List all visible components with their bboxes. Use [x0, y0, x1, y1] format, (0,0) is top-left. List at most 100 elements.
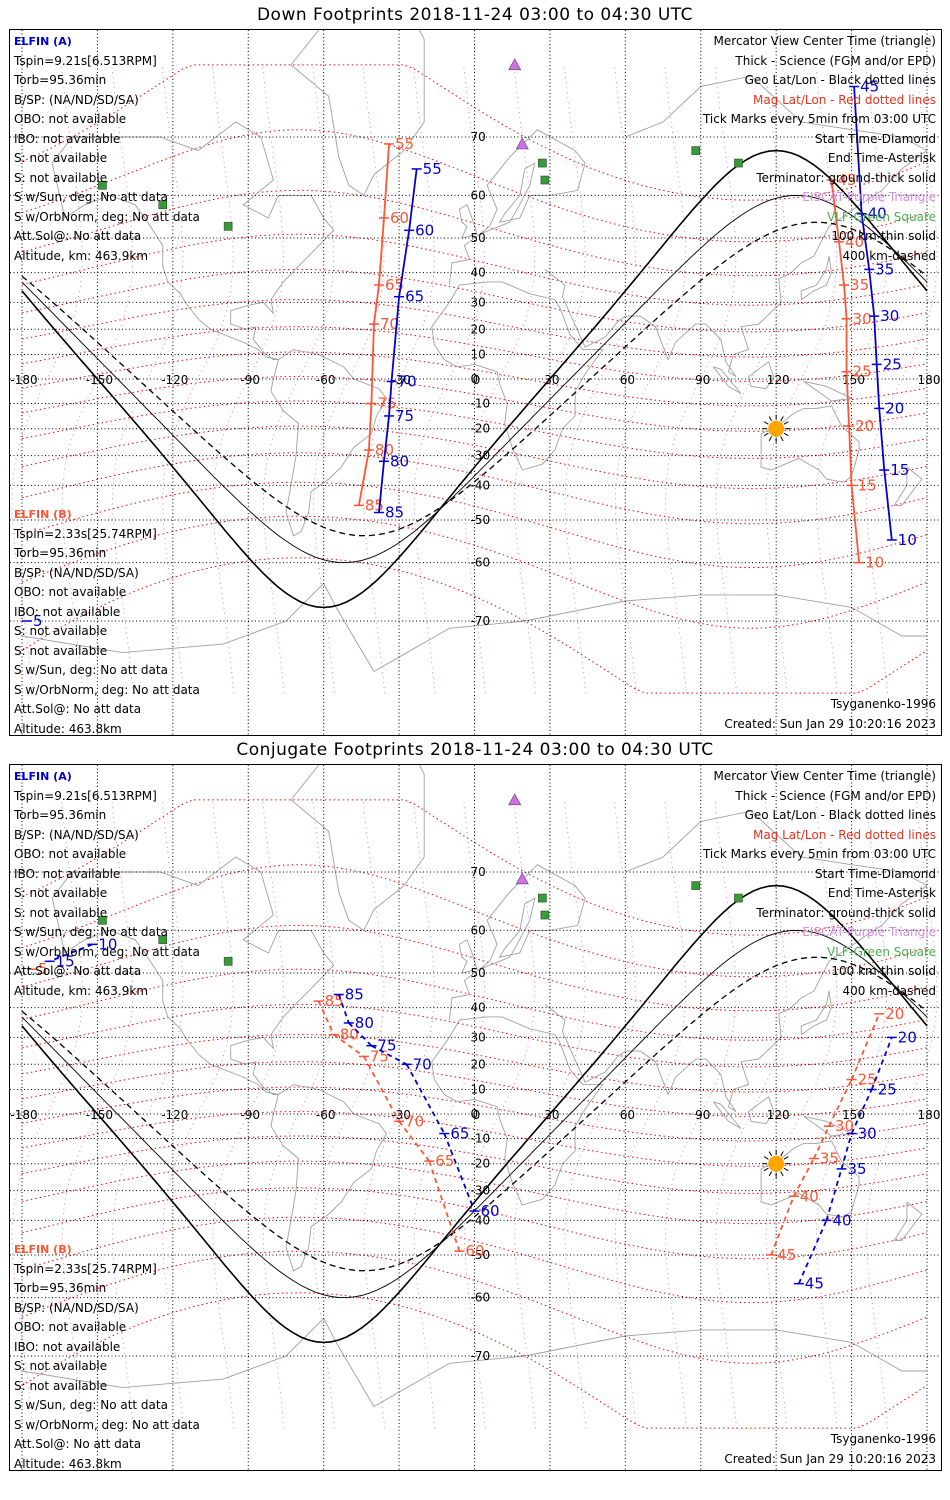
vlf-square [158, 200, 168, 210]
elfin-a-track-segment [860, 213, 871, 270]
map-panel-conjugate[interactable]: -180 -150 -120 -90 -60 -30 0 30 60 90 120 150 180 70 6… [9, 764, 942, 1471]
elfin-a-track-segment [383, 415, 390, 462]
lat-tick-label: 70 [471, 130, 486, 144]
lon-tick-label: 30 [544, 373, 559, 387]
elfin-a-track-segment [868, 269, 876, 317]
elfin-a-track-tick-label: 65 [405, 288, 424, 306]
elfin-b-track-segment [363, 1056, 400, 1122]
map-canvas[interactable]: -180 -150 -120 -90 -60 -30 0 30 60 90 120 150 180706… [10, 765, 942, 1471]
mag-lat-line [21, 481, 928, 569]
sun-ray [783, 421, 789, 425]
lon-tick-label: 90 [695, 373, 710, 387]
elfin-b-track-tick-label: 25 [853, 363, 872, 381]
lat-tick-label: -70 [471, 1349, 491, 1363]
lon-tick-label: -180 [10, 373, 37, 387]
info-line: S w/Sun, deg: No att data [14, 663, 168, 677]
coastline [270, 1084, 388, 1272]
vlf-square [734, 158, 743, 168]
coastline [458, 939, 478, 974]
lat-tick-label: -20 [471, 1157, 491, 1171]
lat-tick-label: 60 [471, 188, 486, 202]
info-line: IBO: not available [14, 1339, 121, 1354]
legend-item: 400 km-dashed [842, 983, 936, 998]
terminator-ground [21, 884, 928, 1344]
legend-item: End Time-Asterisk [827, 886, 936, 900]
lat-tick-label: -50 [471, 1248, 491, 1262]
info-line: Att.Sol@: No att data [14, 702, 142, 716]
mag-lat-line [21, 1216, 928, 1304]
lon-tick-label: 180 [918, 373, 941, 387]
elfin-b-track-tick-label: 45 [837, 171, 856, 189]
elfin-b-track-tick-label: 30 [835, 1117, 854, 1135]
legend-item: Mercator View Center Time (triangle) [713, 34, 936, 48]
elfin-b-track-segment [428, 1160, 461, 1252]
elfin-a-lines: Tspin=9.21s[6.513RPM] Torb=95.36min B/SP: … [14, 787, 200, 1002]
elfin-b-track-segment [850, 485, 861, 563]
vlf-square [691, 146, 701, 155]
coastline [544, 885, 928, 1112]
coastline [431, 281, 604, 471]
vlf-square [540, 910, 550, 920]
lat-tick-label: -20 [471, 422, 491, 436]
sun-ray [768, 1151, 773, 1157]
elfin-a-track-segment [883, 469, 893, 541]
lon-tick-label: 120 [767, 1108, 790, 1122]
model-footer: Tsyganenko-1996 Created: Sun Jan 29 10:2… [724, 695, 936, 734]
map-canvas[interactable]: -180 -150 -120 -90 -60 -30 0 30 60 90 120 150 180706… [10, 30, 942, 736]
lat-tick-label: 20 [471, 322, 486, 336]
legend-item: EISCAT-Purple Triangle [802, 190, 936, 204]
lat-tick-label: 60 [471, 923, 486, 937]
info-line: OBO: not available [14, 585, 127, 599]
lat-tick-label: 10 [471, 1083, 486, 1097]
coastline [270, 349, 388, 537]
lat-tick-label: -30 [471, 449, 491, 463]
elfin-a-header: ELFIN (A) [14, 770, 72, 783]
elfin-a-track-tick-label: 10 [98, 935, 117, 953]
elfin-b-track-tick-label: 70 [405, 1112, 424, 1130]
lon-tick-label: 120 [767, 373, 790, 387]
lat-tick-label: -30 [471, 1184, 491, 1198]
elfin-b-track-tick-label: 40 [845, 233, 864, 251]
elfin-a-track-segment [390, 296, 400, 382]
legend-item: 100 km-thin solid [831, 964, 936, 978]
vlf-square [734, 893, 743, 903]
lon-tick-label: 180 [918, 1108, 941, 1122]
elfin-a-track-tick-label: 20 [898, 1028, 917, 1046]
elfin-b-header: ELFIN (B) [14, 1243, 72, 1256]
info-line: S w/OrbNorm, deg: No att data [14, 209, 200, 224]
elfin-b-track-tick-label: 25 [858, 1071, 877, 1089]
elfin-a-track-tick-label: 35 [875, 260, 894, 278]
mag-lat-line [21, 1187, 928, 1260]
info-line: S: not available [14, 151, 108, 165]
elfin-a-track-tick-label: 25 [883, 355, 902, 373]
coastline [290, 30, 425, 197]
legend-item: VLF-Green Square [827, 209, 936, 224]
elfin-a-track-segment [850, 1089, 873, 1134]
elfin-b-track-tick-label: 55 [395, 135, 414, 153]
elfin-a-track-segment [853, 86, 863, 214]
lat-tick-label: -40 [471, 478, 491, 492]
terminator-100km [21, 194, 928, 564]
lon-tick-label: 60 [620, 373, 635, 387]
elfin-b-track-segment [383, 143, 390, 219]
lat-tick-label: 70 [471, 865, 486, 879]
lat-tick-label: 20 [471, 1057, 486, 1071]
elfin-a-track-segment [873, 316, 878, 365]
elfin-b-track-tick-label: 10 [865, 554, 884, 572]
info-line: Tspin=9.21s[6.513RPM] [14, 53, 157, 68]
elfin-a-track-segment [371, 1044, 408, 1066]
info-line: B/SP: (NA/ND/SD/SA) [14, 827, 139, 842]
eiscat-triangle [515, 137, 529, 150]
coastline [458, 204, 478, 239]
lon-tick-label: -90 [240, 373, 260, 387]
legend: Mercator View Center Time (triangle) Thic… [703, 32, 936, 266]
elfin-a-track-tick-label: 75 [377, 1037, 396, 1055]
elfin-a-track-tick-label: 15 [56, 952, 75, 970]
info-line: IBO: not available [14, 866, 121, 881]
vlf-square [223, 957, 233, 966]
map-panel-down[interactable]: -180 -150 -120 -90 -60 -30 0 30 60 90 120 150 180 70 6… [9, 29, 942, 736]
lat-tick-label: 40 [471, 1001, 486, 1015]
elfin-a-track-tick-label: 5 [33, 612, 43, 630]
elfin-a-lines: Tspin=9.21s[6.513RPM] Torb=95.36min B/SP: … [14, 52, 200, 267]
coastline [290, 765, 425, 932]
